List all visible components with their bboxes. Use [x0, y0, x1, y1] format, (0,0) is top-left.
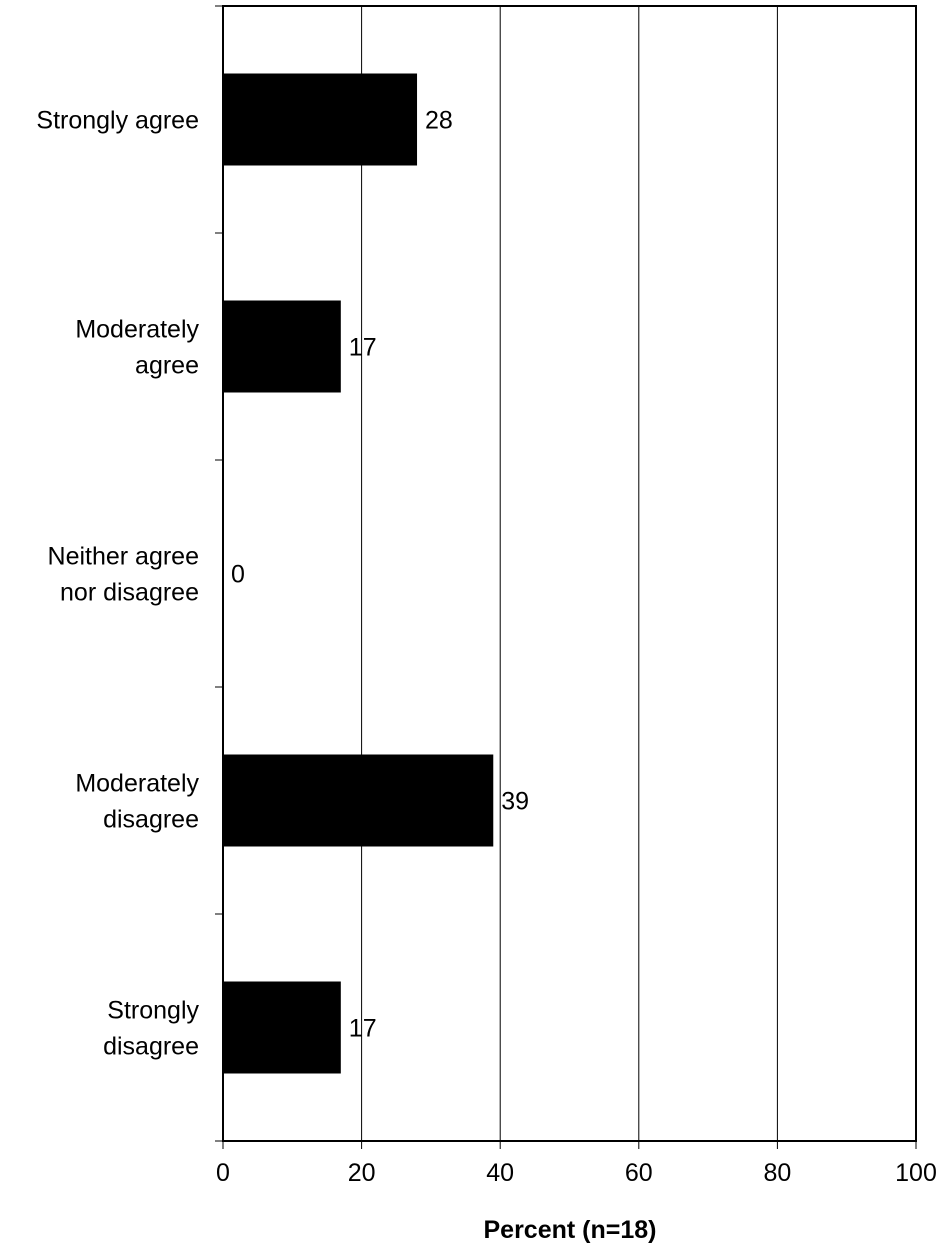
- bar: [223, 300, 341, 393]
- data-label: 17: [349, 334, 377, 362]
- gridlines: [361, 6, 778, 1141]
- data-label: 39: [501, 788, 529, 816]
- x-tick-label: 0: [216, 1159, 230, 1187]
- bar: [223, 73, 418, 166]
- x-tick-label: 40: [486, 1159, 514, 1187]
- x-tick-label: 60: [625, 1159, 653, 1187]
- category-label: Neither agree nor disagree: [48, 543, 199, 607]
- x-axis-title: Percent (n=18): [484, 1216, 657, 1244]
- bar: [223, 754, 494, 847]
- plot-frame: [222, 5, 917, 1142]
- axes: [215, 5, 917, 1149]
- x-tick-label: 80: [763, 1159, 791, 1187]
- data-label: 28: [425, 107, 453, 135]
- data-label: 0: [231, 561, 245, 589]
- category-label: Strongly disagree: [103, 997, 199, 1061]
- category-label: Strongly agree: [36, 107, 199, 135]
- data-labels: 28 17 0 39 17: [231, 107, 529, 1043]
- category-label: Moderately agree: [75, 316, 199, 380]
- bar: [223, 981, 341, 1074]
- x-tick-label: 20: [348, 1159, 376, 1187]
- category-label: Moderately disagree: [75, 770, 199, 834]
- x-tick-labels: 0 20 40 60 80 100: [216, 1159, 937, 1187]
- category-labels: Strongly agree Moderately agree Neither agr…: [36, 107, 199, 1061]
- x-tick-label: 100: [895, 1159, 937, 1187]
- bars: [223, 73, 494, 1074]
- data-label: 17: [349, 1015, 377, 1043]
